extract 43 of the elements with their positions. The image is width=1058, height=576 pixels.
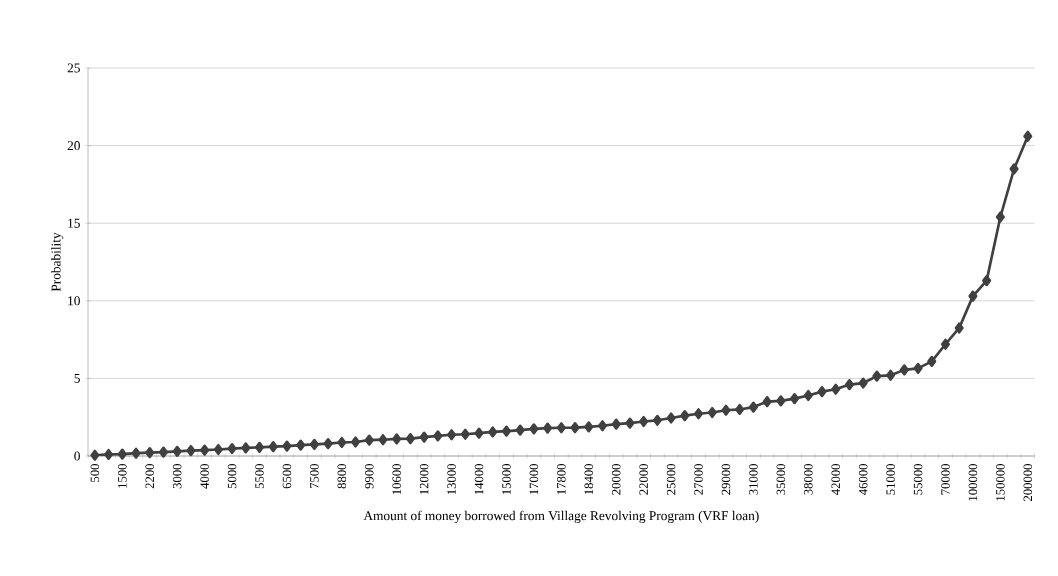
x-tick-label: 5500 [255,464,264,489]
x-tick-label: 1500 [118,464,127,488]
x-tick-label: 13000 [447,464,456,495]
x-tick-label: 4000 [200,464,209,489]
x-tick-label: 10600 [392,464,401,495]
x-tick-label: 27000 [694,464,703,495]
x-tick-label: 17000 [529,464,539,495]
x-tick-label: 14000 [474,464,484,495]
x-tick-label: 35000 [776,464,786,495]
y-tick-label: 10 [68,296,80,306]
y-tick-label: 5 [74,373,80,383]
x-tick-label: 38000 [804,464,813,495]
x-tick-label: 2200 [145,464,155,489]
x-tick-label: 150000 [996,464,1005,501]
x-tick-label: 31000 [749,464,758,495]
x-tick-label: 29000 [721,464,731,495]
x-tick-label: 500 [90,464,100,482]
x-tick-label: 7500 [310,464,319,489]
x-tick-label: 20000 [611,464,621,495]
x-tick-label: 17800 [557,464,566,495]
y-axis-title: Probability [51,232,64,292]
x-tick-label: 3000 [172,464,182,489]
x-tick-label: 42000 [831,464,840,495]
x-tick-label: 9900 [364,464,374,489]
x-tick-label: 51000 [886,464,895,495]
x-tick-label: 46000 [858,464,868,495]
x-tick-label: 70000 [941,464,950,495]
x-tick-label: 18400 [584,464,594,495]
y-tick-label: 15 [68,218,80,228]
y-tick-label: 25 [67,63,80,73]
x-tick-label: 100000 [968,464,978,501]
x-tick-label: 12000 [419,464,429,495]
x-tick-label: 200000 [1023,464,1033,501]
y-tick-label: 0 [74,451,80,461]
x-tick-label: 6500 [282,464,292,489]
x-tick-label: 22000 [639,464,648,495]
x-tick-label: 55000 [913,464,923,495]
x-tick-label: 25000 [666,464,676,495]
x-tick-label: 15000 [502,464,511,495]
x-tick-label: 8800 [337,464,347,489]
y-tick-label: 20 [67,141,80,151]
x-tick-label: 5000 [227,464,237,489]
x-axis-title: Amount of money borrowed from Village Revolving Program (VRF loan) [363,510,759,523]
